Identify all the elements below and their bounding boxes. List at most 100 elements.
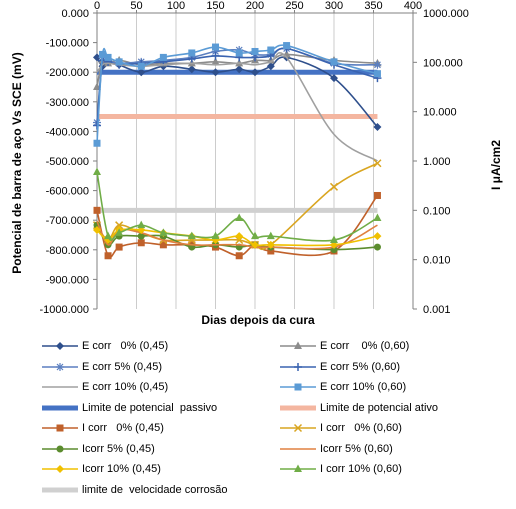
legend-swatch-marker — [56, 465, 64, 473]
data-point — [373, 159, 382, 168]
legend-label: E corr 10% (0,60) — [320, 381, 407, 393]
data-point — [251, 68, 259, 77]
data-point — [93, 53, 101, 62]
legend-swatch-marker — [294, 362, 302, 371]
legend-swatch-marker — [294, 383, 302, 391]
data-point — [211, 57, 220, 65]
legend-label: limite de velocidade corrosão — [82, 483, 228, 496]
legend-swatch — [280, 341, 316, 349]
legend-swatch — [280, 362, 316, 371]
legend-label: E corr 0% (0,45) — [82, 340, 169, 352]
y-left-tick-label: -400.000 — [46, 126, 89, 138]
legend-item: E corr 10% (0,45) — [40, 379, 168, 395]
y-axis-left-title: Potencial de barra de aço Vs SCE (mV) — [10, 52, 24, 273]
data-point — [159, 53, 167, 61]
y-left-tick-label: -100.000 — [46, 38, 89, 50]
data-point — [373, 213, 382, 221]
data-point — [93, 167, 101, 175]
legend-label: Icorr 5% (0,45) — [82, 442, 155, 455]
chart-canvas: 0 50 100 150 200 250 300 350 400 0.000 -100.000 -20… — [10, 0, 503, 327]
data-point — [235, 213, 244, 221]
legend-label: I corr 0% (0,45) — [82, 422, 164, 434]
reference-lines — [97, 69, 378, 213]
legend-item: E corr 5% (0,45) — [40, 359, 162, 375]
x-tick-label: 50 — [130, 0, 142, 12]
legend-swatch — [280, 405, 316, 410]
series-4 — [96, 52, 378, 162]
data-point — [104, 252, 112, 260]
data-point — [187, 231, 196, 240]
legend-swatch — [42, 405, 78, 410]
axes — [93, 10, 417, 310]
legend-label: E corr 5% (0,60) — [320, 360, 401, 373]
data-point — [235, 252, 243, 260]
legend-label: E corr 10% (0,45) — [82, 381, 169, 393]
series-11 — [93, 167, 382, 244]
legend-swatch — [280, 423, 316, 433]
y-left-tick-label: -300.000 — [46, 97, 89, 109]
legend-item: E corr 5% (0,60) — [278, 359, 400, 375]
legend-item: E corr 0% (0,60) — [278, 338, 409, 354]
y-right-tick-label: 100.000 — [423, 57, 463, 69]
data-point — [212, 43, 219, 51]
x-tick-label: 200 — [246, 0, 264, 12]
legend-swatch — [42, 487, 78, 492]
x-tick-label: 300 — [325, 0, 343, 12]
data-point — [373, 232, 382, 241]
data-point — [137, 232, 145, 240]
legend-swatch-marker — [294, 464, 302, 472]
legend-item: Limite de potencial ativo — [278, 400, 438, 416]
data-point — [211, 51, 220, 60]
data-point — [266, 62, 275, 71]
data-point — [93, 206, 101, 214]
y-right-tick-label: 0.010 — [423, 255, 451, 267]
series-line — [96, 52, 378, 162]
data-point — [251, 231, 259, 240]
legend-swatch — [42, 342, 78, 350]
data-point — [235, 49, 243, 57]
data-point — [104, 231, 113, 240]
legend-item: E corr 0% (0,45) — [40, 338, 168, 354]
data-point — [251, 47, 259, 55]
legend-swatch-marker — [56, 362, 64, 371]
data-point — [211, 47, 220, 56]
legend-swatch — [280, 464, 316, 472]
legend-swatch — [42, 362, 78, 371]
legend-item: I corr 10% (0,60) — [278, 461, 402, 477]
data-point — [115, 221, 124, 230]
y-right-tick-label: 1000.000 — [423, 8, 469, 20]
x-tick-label: 350 — [364, 0, 382, 12]
legend-swatch — [280, 447, 316, 450]
y-right-tick-label: 0.001 — [423, 304, 451, 316]
data-point — [188, 49, 196, 57]
y-right-tick-label: 1.000 — [423, 156, 451, 168]
legend-swatch — [42, 465, 78, 473]
data-point — [99, 50, 107, 58]
legend-item: Icorr 5% (0,45) — [40, 441, 155, 457]
x-tick-label: 100 — [167, 0, 185, 12]
data-point — [330, 235, 338, 244]
data-point — [115, 228, 124, 236]
legend-label: Limite de potencial ativo — [320, 401, 439, 414]
data-point — [93, 139, 101, 147]
data-point — [159, 228, 168, 236]
data-point — [330, 58, 338, 66]
y-left-tick-label: -600.000 — [46, 186, 89, 198]
y-axis-right-title: I μA/cm2 — [489, 140, 503, 190]
data-point — [235, 232, 244, 241]
y-left-tick-label: -1000.000 — [39, 304, 89, 316]
data-point — [115, 243, 123, 251]
data-series — [92, 42, 382, 260]
legend-item: Icorr 5% (0,60) — [278, 441, 393, 457]
legend: E corr 0% (0,45) E corr 0% (0,60) E corr 5… — [40, 338, 510, 508]
legend-swatch — [280, 383, 316, 391]
x-axis-title: Dias depois da cura — [201, 313, 315, 327]
y-left-tick-label: -800.000 — [46, 245, 89, 257]
legend-item: Icorr 10% (0,45) — [40, 461, 161, 477]
tick-labels: 0 50 100 150 200 250 300 350 400 0.000 -100.000 -20… — [39, 0, 468, 316]
legend-swatch-marker — [56, 424, 64, 432]
legend-swatch-marker — [56, 445, 64, 452]
legend-swatch-marker — [294, 341, 302, 349]
legend-swatch — [42, 386, 78, 388]
data-point — [267, 46, 275, 54]
